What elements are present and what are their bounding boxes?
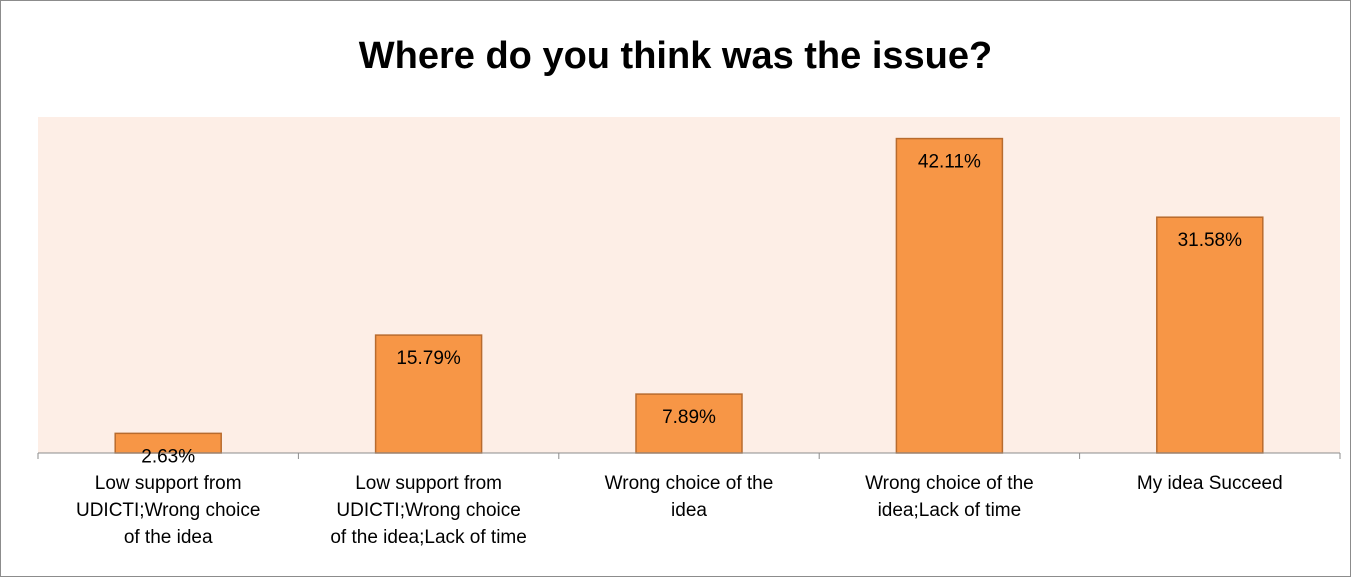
data-label-4: 42.11%: [918, 152, 981, 173]
x-axis: [37, 452, 1341, 459]
bar-group: [114, 137, 1264, 454]
chart-title: Where do you think was the issue?: [358, 35, 993, 77]
category-label-2: Low support from UDICTI;Wrong choice of …: [330, 473, 527, 548]
data-label-3: 7.89%: [662, 407, 716, 428]
data-label-group: 2.63% 15.79% 7.89% 42.11% 31.58%: [141, 152, 1242, 468]
category-label-4: Wrong choice of the idea;Lack of time: [865, 473, 1034, 521]
data-label-2: 15.79%: [396, 348, 461, 369]
data-label-1: 2.63%: [141, 446, 195, 467]
category-label-5: My idea Succeed: [1136, 473, 1283, 494]
bar-5: [1156, 216, 1264, 454]
category-label-1: Low support from UDICTI;Wrong choice of …: [75, 473, 261, 548]
category-label-3: Wrong choice of the idea: [604, 473, 774, 521]
data-label-5: 31.58%: [1178, 230, 1243, 251]
bar-4: [895, 137, 1004, 454]
